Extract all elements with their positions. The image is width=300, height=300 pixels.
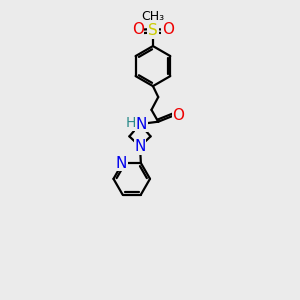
Text: O: O (162, 22, 174, 37)
Text: N: N (134, 139, 146, 154)
Text: O: O (132, 22, 144, 37)
Text: N: N (116, 155, 127, 170)
Text: H: H (125, 116, 136, 130)
Text: O: O (172, 108, 184, 123)
Text: N: N (136, 117, 147, 132)
Text: CH₃: CH₃ (141, 10, 164, 22)
Text: S: S (148, 23, 158, 38)
